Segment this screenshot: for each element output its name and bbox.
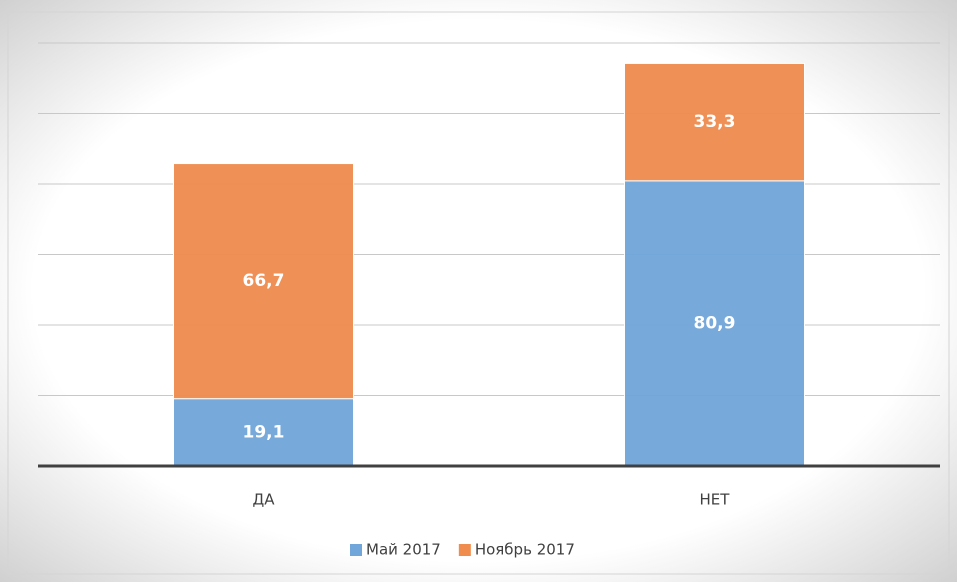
bar-segment xyxy=(624,180,805,467)
x-tick-label: НЕТ xyxy=(700,491,731,509)
legend-label: Май 2017 xyxy=(366,541,441,559)
data-label: 19,1 xyxy=(243,422,285,442)
legend-swatch xyxy=(350,544,362,556)
legend-swatch xyxy=(458,544,471,556)
data-label: 33,3 xyxy=(694,112,736,132)
bar-segment xyxy=(173,163,354,400)
chart-border xyxy=(7,11,950,575)
data-label: 80,9 xyxy=(694,313,736,333)
legend-label: Ноябрь 2017 xyxy=(475,541,575,559)
data-label: 66,7 xyxy=(243,271,285,291)
x-tick-label: ДА xyxy=(253,491,276,509)
bar-segment xyxy=(624,62,805,182)
